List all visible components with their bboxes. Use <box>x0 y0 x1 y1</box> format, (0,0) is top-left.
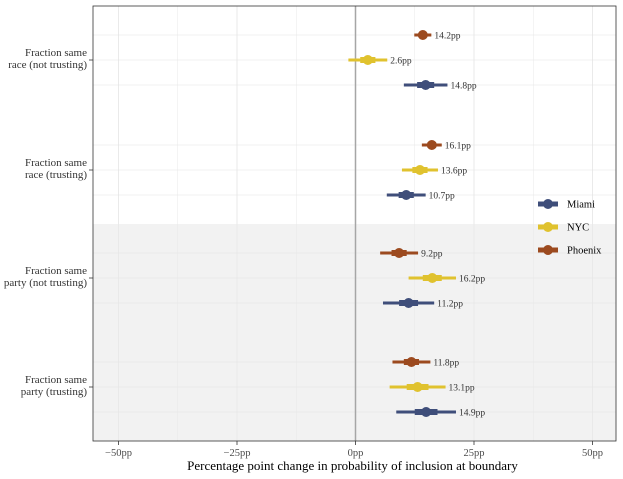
x-tick-label: −25pp <box>224 448 251 459</box>
data-label: 10.7pp <box>429 192 455 202</box>
data-label: 14.9pp <box>459 409 485 419</box>
panel-border <box>92 5 617 442</box>
estimate-miami-3: 11.2pp <box>382 298 463 310</box>
estimate-phoenix-4: 11.8pp <box>392 357 459 369</box>
point-estimate <box>420 80 431 90</box>
y-tick-label: Fraction same <box>25 374 87 386</box>
legend-label: NYC <box>567 223 589 234</box>
x-axis-title: Percentage point change in probability o… <box>187 458 518 473</box>
data-label: 2.6pp <box>390 57 412 67</box>
estimate-miami-1: 14.8pp <box>403 80 477 92</box>
point-estimate <box>403 298 414 308</box>
data-label: 16.2pp <box>459 275 485 285</box>
legend-item-nyc: NYC <box>538 222 589 234</box>
data-label: 13.6pp <box>441 167 467 177</box>
point-estimate <box>417 30 428 40</box>
point-estimate <box>427 273 438 283</box>
estimate-phoenix-1: 14.2pp <box>414 30 461 42</box>
legend-swatch-point <box>543 199 553 209</box>
data-label: 14.2pp <box>434 32 460 42</box>
legend-label: Phoenix <box>567 246 602 257</box>
y-tick-label: race (not trusting) <box>8 59 87 71</box>
data-label: 16.1pp <box>445 142 471 152</box>
y-tick-label: race (trusting) <box>25 169 87 181</box>
data-label: 9.2pp <box>421 250 443 260</box>
estimate-phoenix-3: 9.2pp <box>380 248 443 260</box>
y-tick-label: party (not trusting) <box>4 277 87 289</box>
legend-swatch-point <box>543 222 553 232</box>
estimate-nyc-4: 13.1pp <box>389 382 475 394</box>
legend-label: Miami <box>567 200 595 211</box>
estimate-nyc-2: 13.6pp <box>401 165 467 177</box>
y-tick-label: party (trusting) <box>21 386 88 398</box>
point-estimate <box>401 190 412 200</box>
legend-item-miami: Miami <box>538 199 595 211</box>
shaded-band <box>93 224 616 441</box>
point-estimate <box>414 165 425 175</box>
point-estimate <box>426 140 437 150</box>
point-estimate <box>394 248 405 258</box>
estimate-nyc-3: 16.2pp <box>408 273 485 285</box>
legend-swatch-point <box>543 245 553 255</box>
legend-item-phoenix: Phoenix <box>538 245 602 257</box>
point-estimate <box>421 407 432 417</box>
point-estimate <box>412 382 423 392</box>
y-tick-label: Fraction same <box>25 47 87 59</box>
estimate-nyc-1: 2.6pp <box>348 55 412 67</box>
estimate-phoenix-2: 16.1pp <box>421 140 471 152</box>
y-tick-label: Fraction same <box>25 157 87 169</box>
estimate-miami-2: 10.7pp <box>386 190 455 202</box>
legend: Miami NYC Phoenix <box>538 199 602 257</box>
x-tick-label: 25pp <box>464 448 485 459</box>
data-label: 11.2pp <box>437 300 463 310</box>
data-label: 11.8pp <box>433 359 459 369</box>
x-tick-label: 0pp <box>348 448 364 459</box>
x-tick-label: −50pp <box>105 448 132 459</box>
point-estimate <box>362 55 373 65</box>
point-estimate <box>406 357 417 367</box>
data-label: 13.1pp <box>449 384 475 394</box>
y-tick-label: Fraction same <box>25 265 87 277</box>
x-tick-label: 50pp <box>582 448 603 459</box>
estimate-miami-4: 14.9pp <box>396 407 485 419</box>
data-label: 14.8pp <box>450 82 476 92</box>
